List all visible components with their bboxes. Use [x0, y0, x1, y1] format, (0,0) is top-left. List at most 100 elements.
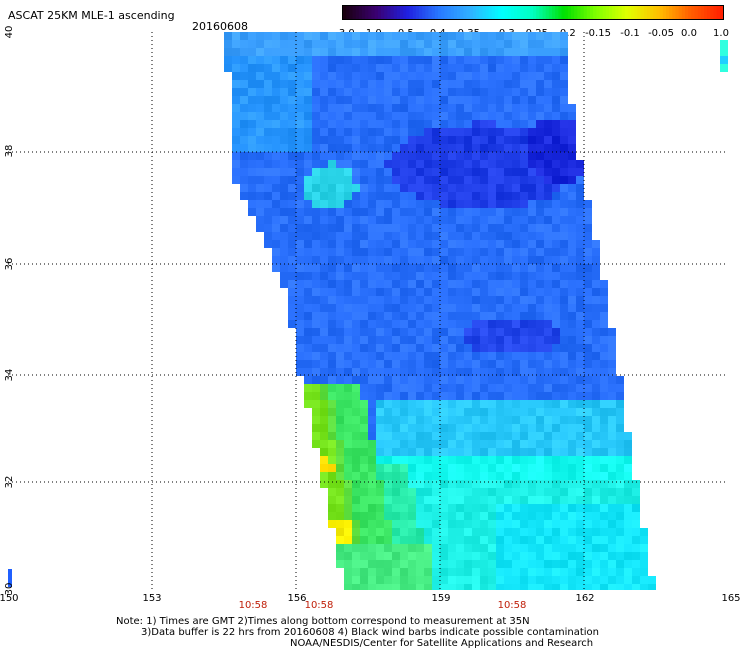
swath-cell	[376, 304, 384, 312]
swath-cell	[480, 96, 488, 104]
swath-cell	[592, 552, 600, 560]
swath-cell	[392, 128, 400, 136]
swath-cell	[248, 144, 256, 152]
swath-cell	[456, 352, 464, 360]
swath-cell	[576, 432, 584, 440]
swath-cell	[504, 432, 512, 440]
swath-cell	[352, 216, 360, 224]
swath-cell	[496, 96, 504, 104]
swath-cell	[352, 408, 360, 416]
swath-cell	[512, 384, 520, 392]
swath-cell	[448, 360, 456, 368]
swath-cell	[416, 264, 424, 272]
swath-cell	[384, 280, 392, 288]
swath-cell	[376, 200, 384, 208]
swath-cell	[480, 256, 488, 264]
swath-cell	[344, 424, 352, 432]
swath-cell	[544, 384, 552, 392]
swath-cell	[400, 216, 408, 224]
swath-cell	[344, 200, 352, 208]
colorbar-segment	[438, 6, 442, 19]
swath-cell	[272, 208, 280, 216]
swath-cell	[352, 232, 360, 240]
colorbar-segment	[523, 6, 528, 19]
swath-cell	[416, 528, 424, 536]
swath-cell	[608, 432, 616, 440]
swath-cell	[464, 288, 472, 296]
swath-cell	[408, 416, 416, 424]
swath-cell	[440, 216, 448, 224]
swath-cell	[424, 320, 432, 328]
swath-cell	[488, 152, 496, 160]
swath-cell	[432, 280, 440, 288]
swath-cell	[376, 488, 384, 496]
swath-cell	[512, 552, 520, 560]
swath-cell	[560, 368, 568, 376]
swath-cell	[344, 168, 352, 176]
colorbar-segment	[653, 6, 657, 19]
swath-cell	[568, 128, 576, 136]
swath-cell	[528, 304, 536, 312]
swath-cell	[384, 224, 392, 232]
swath-cell	[416, 352, 424, 360]
swath-cell	[440, 192, 448, 200]
swath-cell	[432, 264, 440, 272]
swath-cell	[520, 408, 528, 416]
swath-cell	[344, 344, 352, 352]
swath-cell	[576, 512, 584, 520]
swath-cell	[352, 480, 360, 488]
swath-cell	[360, 248, 368, 256]
swath-cell	[352, 184, 360, 192]
colorbar-segment	[352, 6, 357, 19]
colorbar-segment	[463, 6, 467, 19]
swath-cell	[384, 416, 392, 424]
swath-cell	[424, 120, 432, 128]
swath-cell	[576, 528, 584, 536]
swath-cell	[600, 360, 608, 368]
colorbar-label: -0.15	[585, 28, 611, 39]
swath-cell	[376, 496, 384, 504]
swath-cell	[456, 344, 464, 352]
swath-cell	[608, 536, 616, 544]
swath-cell	[432, 168, 440, 176]
swath-cell	[512, 136, 520, 144]
swath-cell	[304, 192, 312, 200]
swath-cell	[536, 528, 544, 536]
swath-cell	[400, 80, 408, 88]
swath-cell	[480, 488, 488, 496]
swath-cell	[528, 264, 536, 272]
swath-cell	[552, 424, 560, 432]
swath-cell	[544, 472, 552, 480]
swath-cell	[536, 264, 544, 272]
swath-cell	[280, 264, 288, 272]
swath-cell	[424, 416, 432, 424]
swath-cell	[432, 64, 440, 72]
swath-cell	[472, 312, 480, 320]
swath-cell	[400, 152, 408, 160]
swath-cell	[352, 160, 360, 168]
swath-cell	[408, 488, 416, 496]
swath-cell	[368, 360, 376, 368]
swath-cell	[424, 40, 432, 48]
swath-cell	[464, 312, 472, 320]
swath-cell	[304, 136, 312, 144]
swath-cell	[528, 248, 536, 256]
swath-cell	[384, 456, 392, 464]
swath-cell	[384, 264, 392, 272]
swath-cell	[552, 376, 560, 384]
swath-cell	[488, 408, 496, 416]
swath-cell	[616, 568, 624, 576]
swath-cell	[336, 464, 344, 472]
swath-cell	[392, 400, 400, 408]
swath-cell	[472, 72, 480, 80]
swath-cell	[600, 296, 608, 304]
swath-cell	[624, 576, 632, 584]
swath-cell	[256, 216, 264, 224]
swath-cell	[560, 104, 568, 112]
swath-cell	[328, 112, 336, 120]
swath-cell	[584, 216, 592, 224]
swath-cell	[360, 320, 368, 328]
swath-cell	[424, 456, 432, 464]
swath-cell	[376, 448, 384, 456]
swath-cell	[568, 280, 576, 288]
